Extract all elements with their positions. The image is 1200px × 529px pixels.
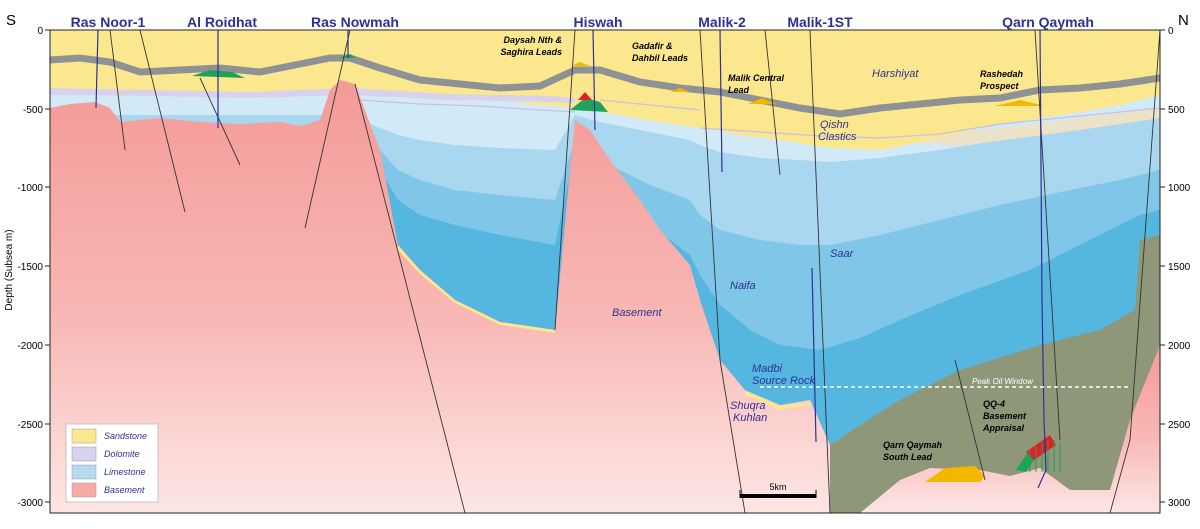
- well-label-ras-noor-1: Ras Noor-1: [71, 14, 146, 30]
- legend-label-limestone: Limestone: [104, 467, 146, 477]
- unit-label-saar: Saar: [830, 248, 855, 260]
- legend-swatch-basement: [71, 482, 97, 498]
- unit-label-qishn-1: Qishn: [820, 119, 849, 131]
- lead-label-qq4-3: Appraisal: [982, 423, 1025, 433]
- qq-south-lead-oil: [925, 466, 985, 482]
- tick-right-4: 2000: [1168, 341, 1191, 352]
- tick-right-2: 1000: [1168, 183, 1191, 194]
- well-track-ras-noor-1: [95, 30, 99, 109]
- scale-bar-label: 5km: [769, 482, 786, 492]
- dolomite-streak: [50, 88, 575, 103]
- tick-right-5: 2500: [1168, 420, 1191, 431]
- unit-label-shuqra-1: Shuqra: [730, 400, 765, 412]
- unit-label-madbi-2: Source Rock: [752, 375, 815, 387]
- plot-border: [49, 29, 1161, 514]
- well-label-al-roidhat: Al Roidhat: [187, 14, 257, 30]
- peak-oil-window-label: Peak Oil Window: [972, 377, 1034, 386]
- lead-label-rashedah-1: Rashedah: [980, 69, 1024, 79]
- fault-5: [354, 83, 466, 513]
- lead-label-malik-central-1: Malik Central: [728, 73, 785, 83]
- tick-left-6: -3000: [17, 498, 43, 509]
- basement-block-1: [50, 80, 830, 513]
- legend-label-sandstone: Sandstone: [104, 431, 147, 441]
- well-label-ras-nowmah: Ras Nowmah: [311, 14, 399, 30]
- hiswah-trap-green: [570, 98, 608, 112]
- basal-sand-2: [745, 391, 812, 410]
- qq4-hatch: [1029, 440, 1061, 472]
- legend-label-dolomite: Dolomite: [104, 449, 140, 459]
- lead-label-gadafir-2: Dahbil Leads: [632, 53, 688, 63]
- legend-swatch-dolomite: [71, 446, 97, 462]
- lead-label-daysah-1: Daysah Nth &: [503, 35, 562, 45]
- fault-12: [1129, 30, 1160, 441]
- unit-label-harshiyat: Harshiyat: [872, 68, 919, 80]
- depth-axis-left: 0 -500 -1000 -1500 -2000 -2500 -3000 Dep…: [4, 26, 50, 509]
- fault-6: [554, 30, 576, 331]
- dolomite-line-1: [359, 99, 576, 113]
- dolomite-line-2: [699, 107, 1160, 139]
- lead-label-rashedah-2: Prospect: [980, 81, 1020, 91]
- tick-right-1: 500: [1168, 105, 1185, 116]
- well-label-malik-2: Malik-2: [698, 14, 746, 30]
- tick-left-5: -2500: [17, 420, 43, 431]
- well-label-hiswah: Hiswah: [573, 14, 622, 30]
- tick-left-4: -2000: [17, 341, 43, 352]
- lead-label-daysah-2: Saghira Leads: [500, 47, 562, 57]
- legend: Sandstone Dolomite Limestone Basement: [65, 423, 159, 503]
- unit-label-shuqra-2: Kuhlan: [733, 412, 767, 424]
- basement-block-2: [860, 345, 1160, 513]
- well-track-malik-1st: [811, 267, 817, 443]
- tick-right-6: 3000: [1168, 498, 1191, 509]
- unit-label-madbi-1: Madbi: [752, 363, 783, 375]
- lead-label-qq4-1: QQ-4: [983, 399, 1005, 409]
- lead-label-gadafir-1: Gadafir &: [632, 41, 673, 51]
- well-track-qarn-qaymah: [1037, 30, 1047, 489]
- lead-label-qq-south-2: South Lead: [883, 452, 933, 462]
- unit-label-naifa: Naifa: [730, 280, 756, 292]
- lead-label-qq4-2: Basement: [983, 411, 1027, 421]
- fault-10: [764, 30, 781, 176]
- fault-13: [1109, 439, 1131, 513]
- well-label-qarn-qaymah: Qarn Qaymah: [1002, 14, 1094, 30]
- tick-left-3: -1500: [17, 262, 43, 273]
- fault-2: [139, 30, 186, 213]
- fault-9: [809, 30, 831, 513]
- well-label-malik-1st: Malik-1ST: [787, 14, 853, 30]
- fault-3: [199, 77, 241, 166]
- legend-swatch-sandstone: [71, 428, 97, 444]
- legend-label-basement: Basement: [104, 485, 145, 495]
- gadafir-lead-oil: [670, 88, 690, 92]
- hiswah-trap-red: [578, 92, 592, 100]
- direction-right: N: [1178, 12, 1189, 29]
- malik-central-lead-oil: [748, 98, 776, 104]
- dolomite-line-3: [599, 99, 701, 111]
- fault-1: [109, 30, 126, 151]
- legend-swatch-limestone: [71, 464, 97, 480]
- fault-7: [699, 30, 721, 361]
- well-track-malik-2: [719, 30, 723, 173]
- tick-left-0: 0: [37, 26, 43, 37]
- unit-label-qishn-2: Clastics: [818, 131, 857, 143]
- fault-8: [719, 359, 746, 513]
- tick-right-0: 0: [1168, 26, 1174, 37]
- tick-left-1: -500: [23, 105, 43, 116]
- unit-label-basement: Basement: [612, 307, 662, 319]
- fault-11: [1034, 30, 1061, 441]
- grey-marker-band: [50, 54, 1160, 118]
- lead-label-malik-central-2: Lead: [728, 85, 750, 95]
- lead-label-qq-south-1: Qarn Qaymah: [883, 440, 943, 450]
- depth-axis-title: Depth (Subsea m): [4, 229, 15, 310]
- well-track-hiswah: [592, 30, 596, 131]
- tick-left-2: -1000: [17, 183, 43, 194]
- rashedah-prospect-oil: [995, 100, 1045, 106]
- direction-left: S: [6, 12, 16, 29]
- daysah-lead-oil: [572, 62, 590, 66]
- tick-right-3: 1500: [1168, 262, 1191, 273]
- fault-14: [954, 359, 986, 481]
- fault-4: [304, 30, 351, 229]
- depth-axis-right: 0 500 1000 1500 2000 2500 3000: [1160, 26, 1191, 509]
- scale-bar: 5km: [739, 482, 817, 498]
